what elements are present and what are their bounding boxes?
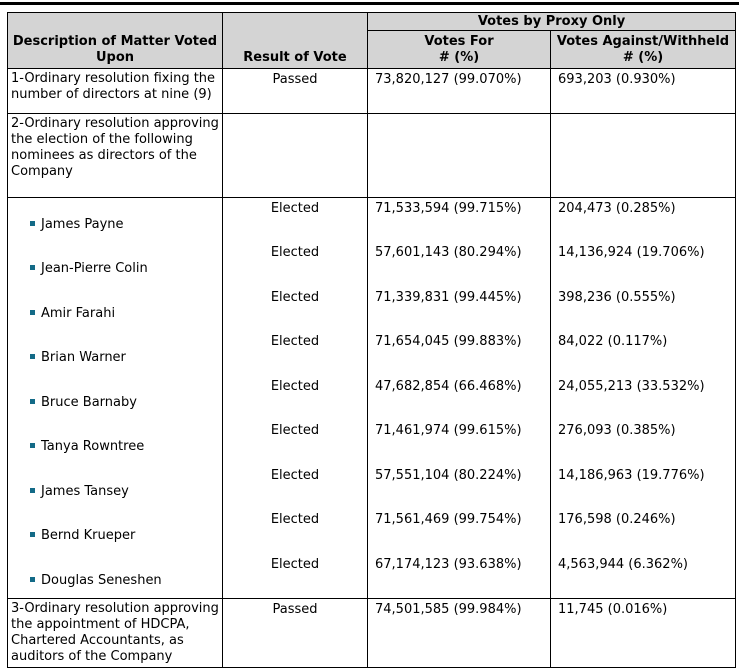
nominee-name: Bruce Barnaby: [41, 394, 137, 410]
table-row-nominee: James Tansey Elected 57,551,104 (80.224%…: [7, 464, 736, 509]
nominee-cell: Tanya Rowntree: [7, 420, 223, 465]
result-cell: Passed: [222, 68, 368, 114]
result-cell: Elected: [222, 197, 368, 242]
table-row-matter-1: 1-Ordinary resolution fixing the number …: [7, 68, 736, 114]
votes-against-cell: 398,236 (0.555%): [550, 286, 736, 331]
votes-against-cell: [550, 113, 736, 198]
votes-against-cell: 276,093 (0.385%): [550, 420, 736, 465]
nominee-cell: James Tansey: [7, 464, 223, 509]
table-row-nominee: Tanya Rowntree Elected 71,461,974 (99.61…: [7, 420, 736, 465]
header-votes-for-unit: # (%): [438, 50, 480, 65]
bullet-square-icon: [30, 576, 35, 582]
result-cell: Passed: [222, 597, 368, 668]
table-row-matter-3: 3-Ordinary resolution approving the appo…: [7, 597, 736, 668]
votes-for-cell: 67,174,123 (93.638%): [367, 553, 551, 598]
nominee-name: James Payne: [41, 217, 124, 232]
result-cell: Elected: [222, 331, 368, 376]
nominee-cell: Jean-Pierre Colin: [7, 242, 223, 287]
bullet-square-icon: [30, 354, 35, 359]
header-votes-for-label: Votes For: [424, 34, 494, 49]
result-cell: Elected: [222, 420, 368, 465]
bullet-square-icon: [30, 443, 35, 448]
votes-for-cell: 74,501,585 (99.984%): [367, 597, 551, 668]
bullet-square-icon: [30, 265, 35, 270]
votes-against-cell: 11,745 (0.016%): [550, 597, 736, 668]
table-row-nominee: Jean-Pierre Colin Elected 57,601,143 (80…: [7, 242, 736, 287]
bullet-square-icon: [30, 487, 35, 493]
votes-for-cell: 71,339,831 (99.445%): [367, 286, 551, 331]
nominee-cell: James Payne: [7, 197, 223, 242]
nominee-name: Jean-Pierre Colin: [41, 261, 148, 276]
voting-results-table: Description of Matter Voted Upon Result …: [7, 12, 736, 668]
header-votes-against-label: Votes Against/Withheld: [556, 34, 730, 49]
result-cell: Elected: [222, 242, 368, 287]
header-result-of-vote: Result of Vote: [222, 12, 368, 69]
result-cell: Elected: [222, 464, 368, 509]
table-row-nominee: Amir Farahi Elected 71,339,831 (99.445%)…: [7, 286, 736, 331]
description-cell: 1-Ordinary resolution fixing the number …: [7, 68, 223, 114]
nominee-name: Douglas Seneshen: [41, 572, 162, 588]
header-group-row: Description of Matter Voted Upon Result …: [7, 12, 736, 69]
description-cell: 3-Ordinary resolution approving the appo…: [7, 597, 223, 668]
votes-against-cell: 176,598 (0.246%): [550, 509, 736, 554]
votes-for-cell: [367, 113, 551, 198]
header-votes-against: Votes Against/Withheld # (%): [550, 30, 736, 69]
votes-for-cell: 71,561,469 (99.754%): [367, 509, 551, 554]
top-rule: [0, 2, 739, 5]
nominee-name: Brian Warner: [41, 350, 126, 365]
nominee-cell: Amir Farahi: [7, 286, 223, 331]
bullet-square-icon: [30, 398, 35, 404]
votes-for-cell: 57,601,143 (80.294%): [367, 242, 551, 287]
votes-against-cell: 14,186,963 (19.776%): [550, 464, 736, 509]
votes-for-cell: 73,820,127 (99.070%): [367, 68, 551, 114]
result-cell: Elected: [222, 375, 368, 420]
header-votes-against-unit: # (%): [622, 50, 664, 65]
table-row-matter-2: 2-Ordinary resolution approving the elec…: [7, 113, 736, 198]
result-cell: Elected: [222, 509, 368, 554]
votes-against-cell: 4,563,944 (6.362%): [550, 553, 736, 598]
nominee-cell: Bruce Barnaby: [7, 375, 223, 420]
votes-for-cell: 71,461,974 (99.615%): [367, 420, 551, 465]
nominee-name: Bernd Krueper: [41, 528, 136, 543]
result-cell: [222, 113, 368, 198]
nominee-cell: Brian Warner: [7, 331, 223, 376]
votes-for-cell: 57,551,104 (80.224%): [367, 464, 551, 509]
bullet-square-icon: [30, 309, 35, 315]
table-row-nominee: Bruce Barnaby Elected 47,682,854 (66.468…: [7, 375, 736, 420]
description-cell: 2-Ordinary resolution approving the elec…: [7, 113, 223, 198]
table-row-nominee: Douglas Seneshen Elected 67,174,123 (93.…: [7, 553, 736, 598]
votes-against-cell: 204,473 (0.285%): [550, 197, 736, 242]
votes-against-cell: 24,055,213 (33.532%): [550, 375, 736, 420]
votes-for-cell: 71,654,045 (99.883%): [367, 331, 551, 376]
result-cell: Elected: [222, 286, 368, 331]
votes-against-cell: 84,022 (0.117%): [550, 331, 736, 376]
bullet-square-icon: [30, 532, 35, 537]
nominee-name: Amir Farahi: [41, 305, 116, 321]
table-row-nominee: Brian Warner Elected 71,654,045 (99.883%…: [7, 331, 736, 376]
result-cell: Elected: [222, 553, 368, 598]
table-row-nominee: James Payne Elected 71,533,594 (99.715%)…: [7, 197, 736, 242]
nominee-name: James Tansey: [41, 483, 129, 499]
nominee-cell: Douglas Seneshen: [7, 553, 223, 598]
votes-against-cell: 14,136,924 (19.706%): [550, 242, 736, 287]
header-votes-for: Votes For # (%): [367, 30, 551, 69]
votes-for-cell: 47,682,854 (66.468%): [367, 375, 551, 420]
bullet-square-icon: [30, 221, 35, 226]
votes-for-cell: 71,533,594 (99.715%): [367, 197, 551, 242]
table-row-nominee: Bernd Krueper Elected 71,561,469 (99.754…: [7, 509, 736, 554]
header-description: Description of Matter Voted Upon: [7, 12, 223, 69]
header-votes-by-proxy-only: Votes by Proxy Only: [367, 12, 736, 31]
votes-against-cell: 693,203 (0.930%): [550, 68, 736, 114]
header-sub-row: Votes For # (%) Votes Against/Withheld #…: [8, 30, 736, 69]
nominee-name: Tanya Rowntree: [41, 439, 145, 454]
nominee-cell: Bernd Krueper: [7, 509, 223, 554]
